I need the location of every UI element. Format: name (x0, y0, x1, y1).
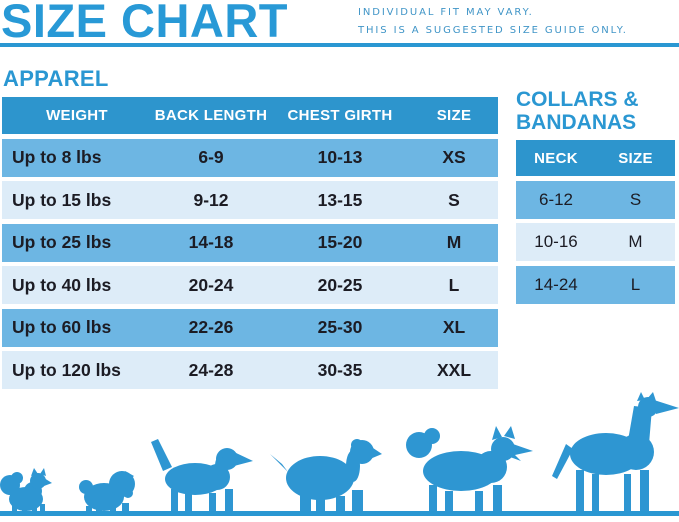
table-row: Up to 40 lbs 20-24 20-25 L (2, 266, 498, 304)
size-cell: L (448, 274, 460, 295)
size-cell: XL (442, 317, 466, 337)
size-cell: S (629, 189, 642, 209)
size-cell: M (628, 232, 643, 251)
title-underline (0, 43, 679, 47)
size-cell: XXL (436, 359, 472, 380)
table-row: Up to 15 lbs 9-12 13-15 S (2, 181, 498, 219)
weight-cell: Up to 8 lbs (12, 147, 102, 167)
weight-cell: Up to 15 lbs (12, 189, 112, 210)
weight-cell: Up to 40 lbs (12, 274, 112, 295)
size-cell: S (448, 189, 460, 210)
great-dane-dog-icon (548, 392, 679, 514)
cocker-spaniel-dog-icon (270, 436, 382, 514)
collars-heading-line-2: BANDANAS (516, 111, 637, 134)
ground-line (0, 511, 679, 516)
column-header-size: SIZE (618, 149, 653, 167)
table-row: 6-12 S (516, 180, 675, 219)
neck-cell: 14-24 (534, 274, 578, 294)
collars-heading-line-1: COLLARS & (516, 88, 639, 111)
page-title: SIZE CHART (1, 0, 288, 47)
size-cell: XS (442, 147, 466, 167)
disclaimer-line-1: INDIVIDUAL FIT MAY VARY. (358, 7, 534, 18)
pug-dog-icon (78, 466, 136, 514)
table-row: 10-16 M (516, 223, 675, 261)
chest-girth-cell: 20-25 (317, 274, 363, 295)
column-header-neck: NECK (534, 149, 578, 167)
collars-table-header: NECK SIZE (516, 140, 675, 176)
table-row: Up to 8 lbs 6-9 10-13 XS (2, 138, 498, 177)
table-row: Up to 25 lbs 14-18 15-20 M (2, 223, 498, 262)
disclaimer-text: INDIVIDUAL FIT MAY VARY. THIS IS A SUGGE… (358, 4, 628, 40)
apparel-size-table: WEIGHT BACK LENGTH CHEST GIRTH SIZE Up t… (2, 97, 498, 389)
chest-girth-cell: 13-15 (317, 189, 363, 210)
weight-cell: Up to 120 lbs (12, 359, 121, 380)
beagle-dog-icon (147, 435, 253, 514)
collars-bandanas-heading: COLLARS & BANDANAS (516, 88, 639, 134)
column-header-back-length: BACK LENGTH (154, 107, 268, 124)
column-header-weight: WEIGHT (46, 107, 108, 124)
table-row: 14-24 L (516, 265, 675, 304)
table-row: Up to 120 lbs 24-28 30-35 XXL (2, 351, 498, 389)
husky-dog-icon (403, 423, 533, 514)
collars-size-table: NECK SIZE 6-12 S 10-16 M 14-24 L (516, 140, 675, 304)
chest-girth-cell: 10-13 (317, 147, 363, 167)
weight-cell: Up to 60 lbs (12, 317, 112, 337)
column-header-chest-girth: CHEST GIRTH (287, 107, 393, 124)
chest-girth-cell: 25-30 (317, 317, 363, 337)
column-header-size: SIZE (436, 107, 472, 124)
table-row: Up to 60 lbs 22-26 25-30 XL (2, 308, 498, 347)
weight-cell: Up to 25 lbs (12, 232, 112, 252)
back-length-cell: 14-18 (188, 232, 234, 252)
back-length-cell: 24-28 (188, 359, 234, 380)
chest-girth-cell: 15-20 (317, 232, 363, 252)
neck-cell: 6-12 (538, 189, 574, 209)
back-length-cell: 20-24 (188, 274, 234, 295)
back-length-cell: 6-9 (198, 147, 224, 167)
back-length-cell: 22-26 (188, 317, 234, 337)
disclaimer-line-2: THIS IS A SUGGESTED SIZE GUIDE ONLY. (358, 25, 628, 36)
neck-cell: 10-16 (534, 232, 578, 251)
size-cell: M (446, 232, 462, 252)
back-length-cell: 9-12 (193, 189, 229, 210)
size-cell: L (630, 274, 641, 294)
apparel-heading: APPAREL (3, 66, 109, 91)
apparel-table-header: WEIGHT BACK LENGTH CHEST GIRTH SIZE (2, 97, 498, 134)
chest-girth-cell: 30-35 (317, 359, 363, 380)
pomeranian-dog-icon (0, 467, 52, 514)
